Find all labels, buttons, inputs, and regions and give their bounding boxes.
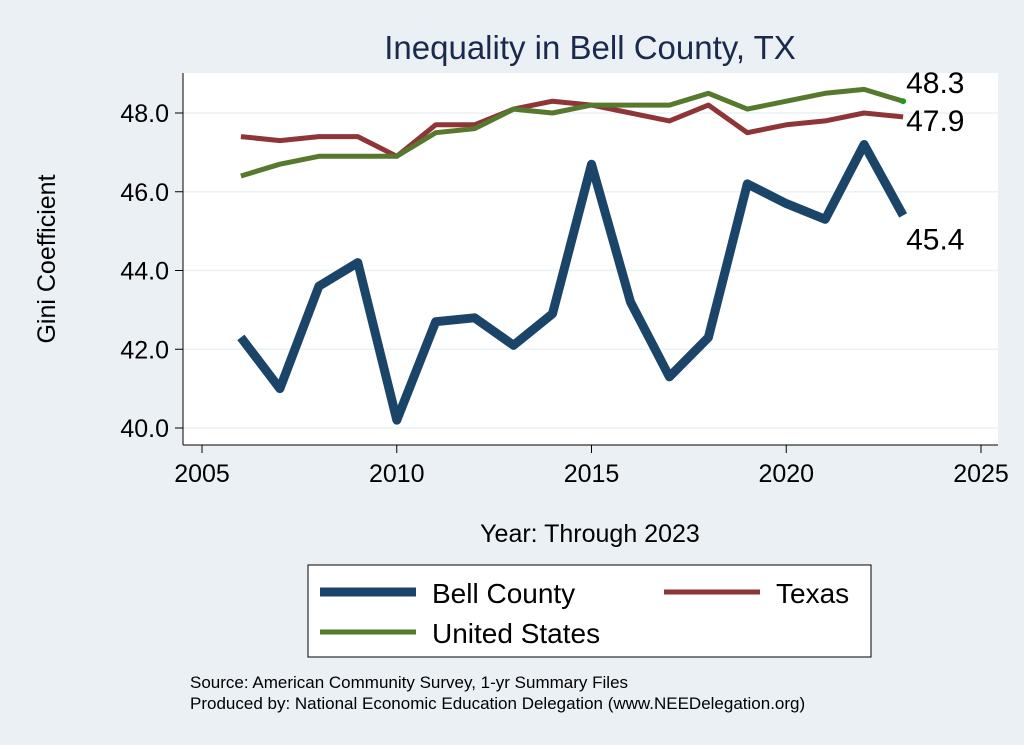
- x-axis-ticks: 2005 2010 2015 2020 2025: [174, 445, 1009, 488]
- y-tick-label: 44.0: [120, 258, 169, 286]
- end-label-united-states: 48.3: [906, 67, 964, 100]
- legend: Bell County Texas United States: [307, 564, 872, 658]
- x-tick-label: 2015: [564, 460, 620, 488]
- x-tick-label: 2025: [953, 460, 1009, 488]
- y-tick-label: 40.0: [120, 415, 169, 443]
- y-axis-ticks: 40.0 42.0 44.0 46.0 48.0: [120, 100, 183, 443]
- chart-title: Inequality in Bell County, TX: [384, 29, 796, 66]
- us-end-marker: [900, 98, 907, 105]
- series-line-bell-county: [237, 140, 908, 425]
- end-labels: 45.4 47.9 48.3: [906, 67, 964, 256]
- series-line-united-states: [240, 86, 904, 179]
- end-label-texas: 47.9: [906, 105, 964, 138]
- x-tick-label: 2010: [369, 460, 425, 488]
- series-line-texas: [240, 98, 904, 159]
- legend-label-united-states: United States: [432, 618, 600, 649]
- y-axis-label: Gini Coefficient: [33, 174, 61, 343]
- plot-area: [183, 73, 998, 445]
- series-lines: [237, 86, 908, 425]
- legend-box: [307, 564, 872, 658]
- x-tick-label: 2005: [174, 460, 230, 488]
- y-tick-label: 48.0: [120, 100, 169, 128]
- end-label-bell-county: 45.4: [906, 223, 964, 256]
- y-tick-label: 42.0: [120, 336, 169, 364]
- x-axis-label: Year: Through 2023: [480, 520, 700, 548]
- y-tick-label: 46.0: [120, 179, 169, 207]
- producer-line: Produced by: National Economic Education…: [190, 694, 805, 713]
- gridlines: [183, 112, 998, 429]
- legend-label-bell-county: Bell County: [432, 578, 575, 609]
- x-tick-label: 2020: [758, 460, 814, 488]
- source-line: Source: American Community Survey, 1-yr …: [190, 673, 628, 692]
- legend-label-texas: Texas: [776, 578, 849, 609]
